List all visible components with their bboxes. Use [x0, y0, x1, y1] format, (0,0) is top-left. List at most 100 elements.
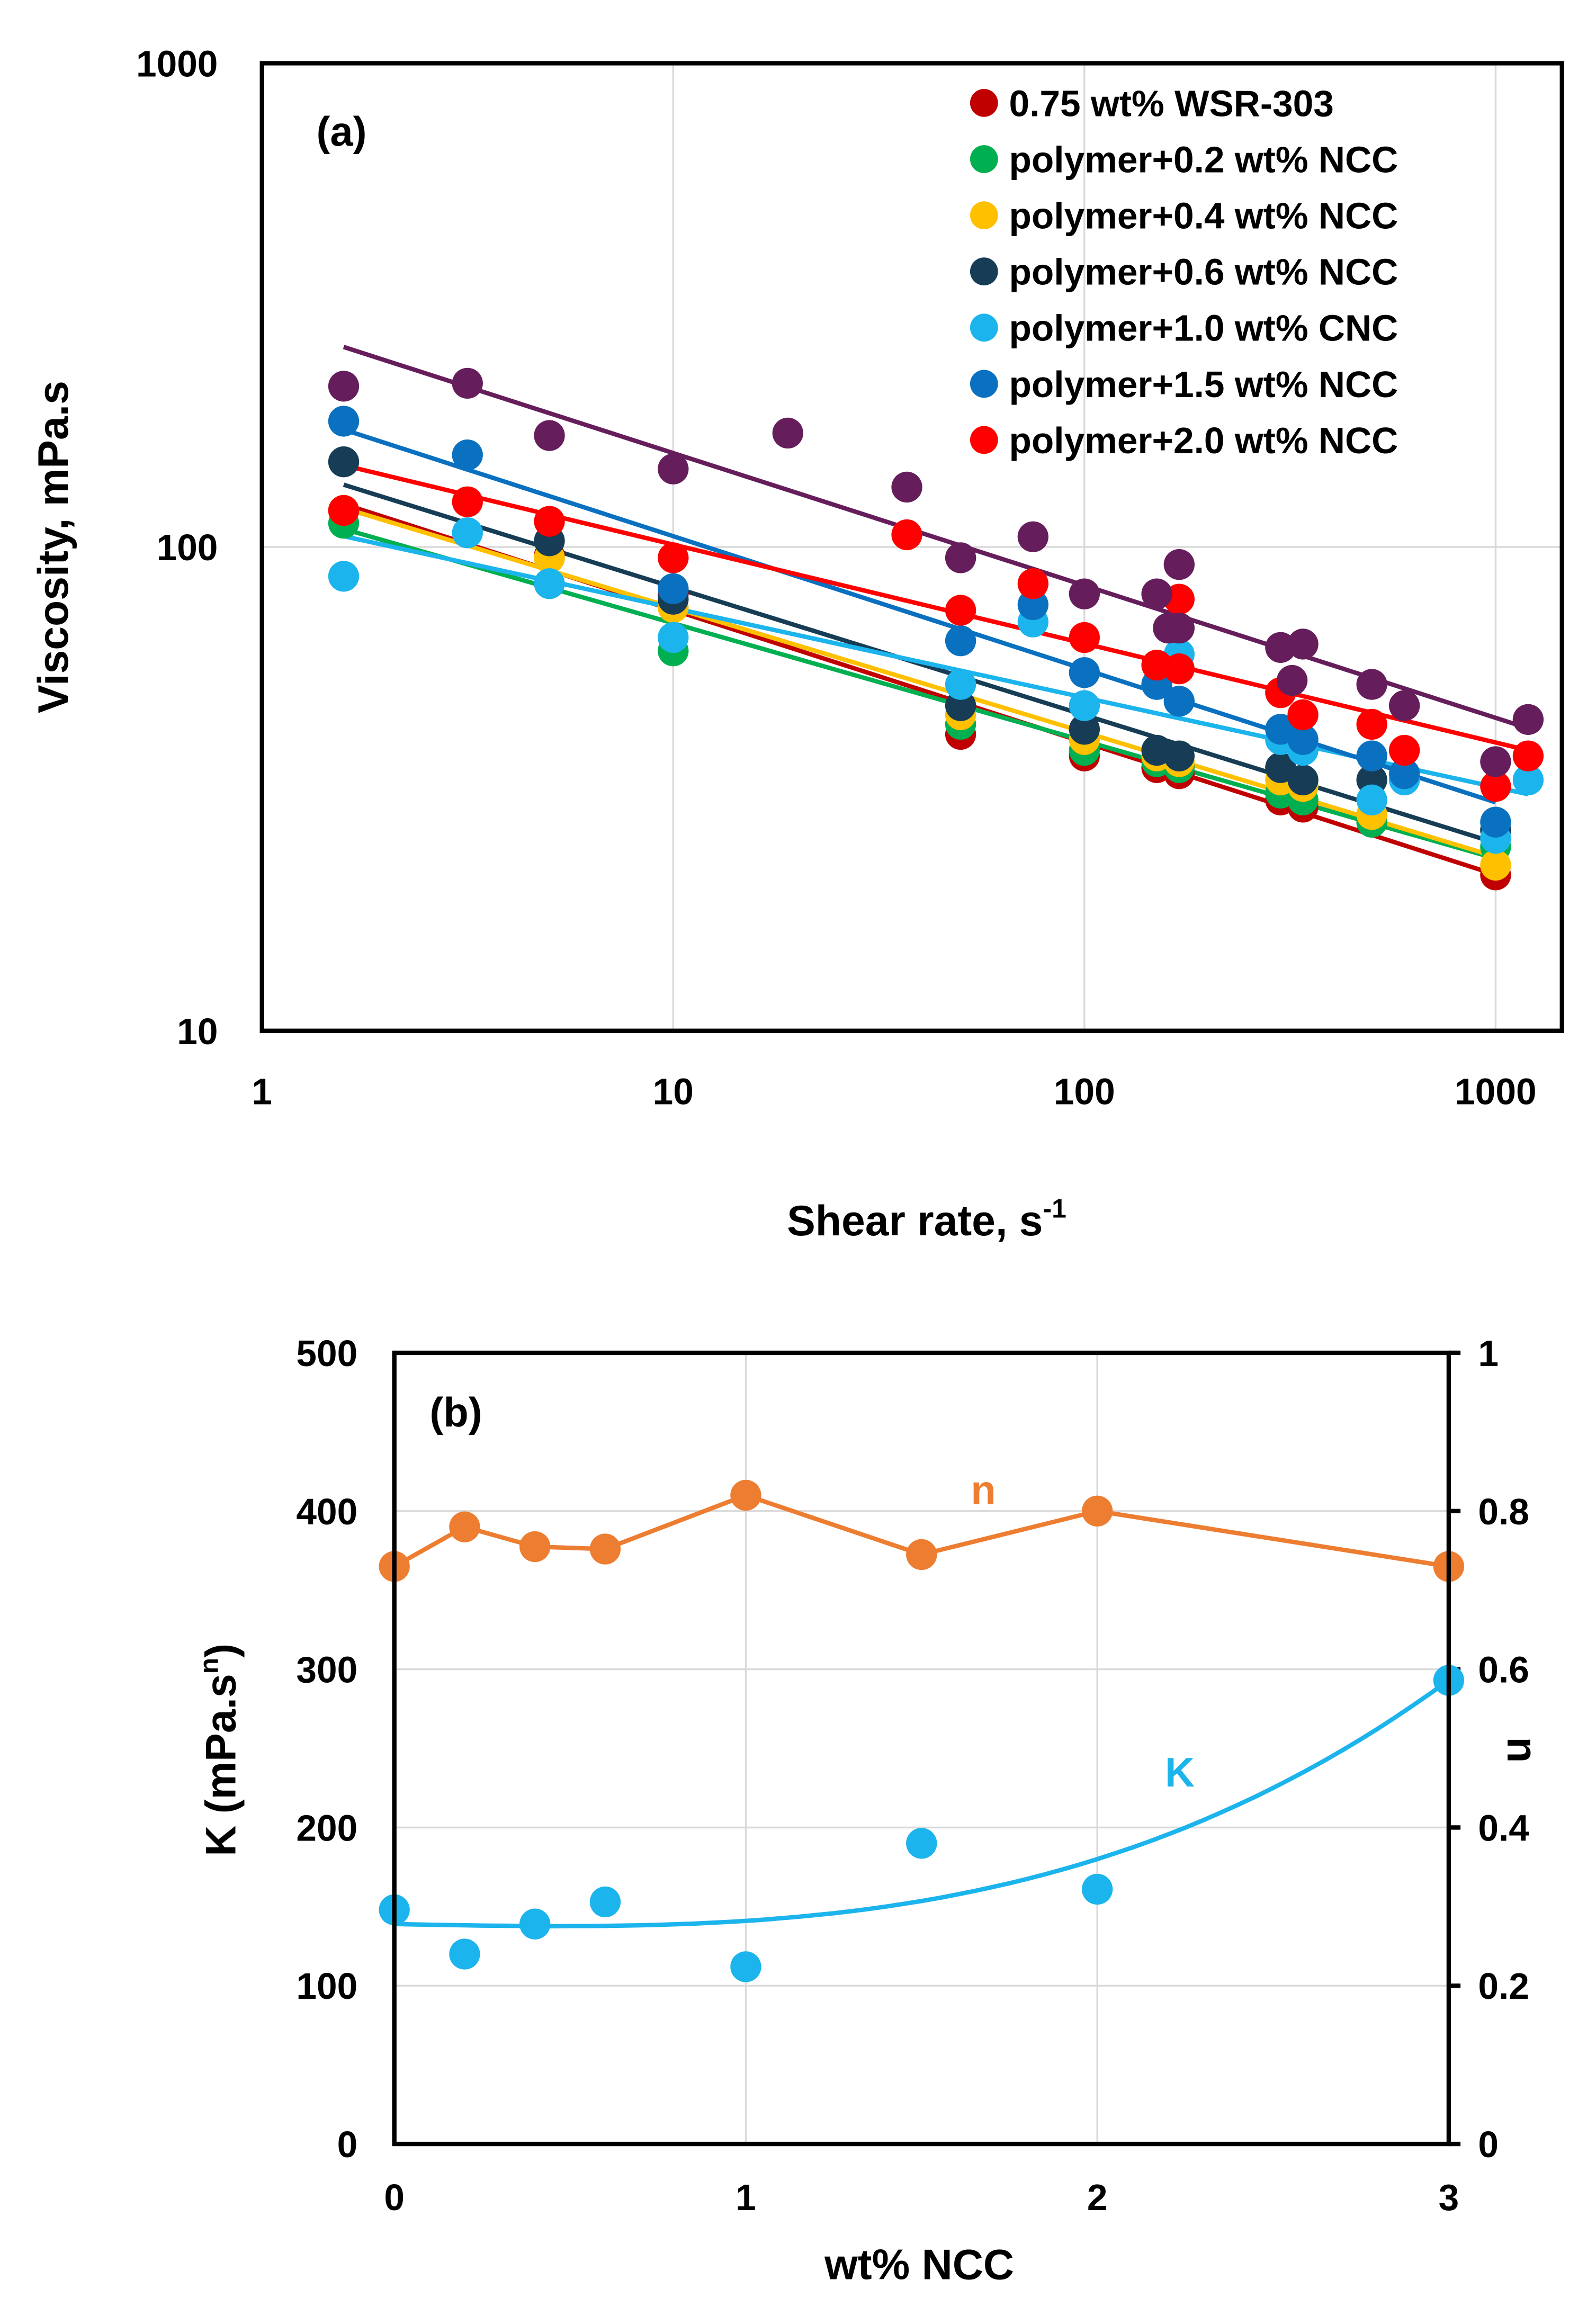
legend-marker [970, 257, 998, 286]
data-point-series-5 [658, 573, 689, 605]
data-point-series-3 [1287, 764, 1319, 796]
y-tick-label: 100 [157, 527, 218, 568]
y-tick-label: 1000 [136, 43, 218, 84]
data-point-series-5 [1356, 740, 1387, 771]
data-point-series-6 [534, 506, 565, 537]
trendline-series-1 [343, 526, 1496, 861]
legend-marker [970, 201, 998, 229]
data-point-series-7 [452, 367, 483, 399]
data-point-series-6 [328, 495, 360, 526]
n-data-point [730, 1479, 761, 1511]
k-data-point [589, 1886, 621, 1918]
x-tick-label: 0 [384, 2177, 405, 2218]
data-point-series-5 [1480, 806, 1511, 838]
n-data-point [519, 1531, 551, 1563]
data-point-series-5 [1069, 657, 1100, 688]
data-point-series-3 [945, 690, 976, 721]
x-tick-label: 2 [1087, 2177, 1108, 2218]
data-point-series-4 [1356, 784, 1387, 816]
panel-b-plot-frame [392, 1350, 1451, 2147]
data-point-series-3 [1069, 714, 1100, 745]
data-point-series-7 [891, 471, 922, 503]
data-point-series-4 [534, 568, 565, 599]
panel-b-left-y-axis-label: K (mPa.sn) [194, 1644, 245, 1856]
legend-marker [970, 313, 998, 342]
data-point-series-6 [1287, 699, 1319, 731]
right-y-tick-label: 1 [1478, 1333, 1499, 1374]
panel-b-x-axis-label: wt% NCC [824, 2241, 1014, 2289]
legend-marker [970, 89, 998, 117]
panel-a-y-axis-label: Viscosity, mPa.s [30, 381, 77, 713]
right-y-tick-label: 0.6 [1478, 1649, 1529, 1691]
panel-a-plot-frame [259, 61, 1564, 1033]
x-tick-label: 1 [252, 1071, 272, 1112]
left-y-tick-label: 300 [296, 1649, 357, 1691]
data-point-series-5 [1163, 686, 1195, 717]
data-point-series-7 [1163, 549, 1195, 580]
legend-entry: 0.75 wt% WSR-303 [1009, 83, 1334, 124]
panel-a-chart: (a) 1 10 100 1000 10 100 1000 0.75 wt% WSR-30… [30, 43, 1564, 1245]
data-point-series-4 [945, 669, 976, 700]
legend-entry: polymer+0.4 wt% NCC [1009, 195, 1398, 237]
n-data-point [906, 1539, 937, 1570]
panel-b-marks [379, 1479, 1465, 1982]
x-tick-label: 1000 [1455, 1071, 1536, 1112]
data-point-series-7 [1512, 704, 1544, 735]
data-point-series-7 [1388, 690, 1420, 721]
data-point-series-7 [1480, 746, 1511, 777]
legend-entry: polymer+1.0 wt% CNC [1009, 308, 1398, 349]
k-data-point [449, 1938, 480, 1970]
data-point-series-5 [1287, 724, 1319, 755]
data-point-series-6 [891, 519, 922, 551]
data-point-series-7 [658, 453, 689, 484]
x-tick-label: 1 [736, 2177, 756, 2218]
data-point-series-7 [772, 417, 803, 449]
panel-a-label: (a) [316, 109, 366, 155]
right-y-tick-label: 0 [1478, 2124, 1499, 2165]
data-point-series-6 [1512, 740, 1544, 771]
left-y-tick-label: 500 [296, 1333, 357, 1374]
data-point-series-6 [658, 542, 689, 573]
data-point-series-5 [945, 625, 976, 657]
data-point-series-4 [328, 561, 360, 592]
panel-a-y-tick-labels: 10 100 1000 [136, 43, 218, 1052]
x-tick-label: 3 [1439, 2177, 1459, 2218]
panel-a-x-axis-label: Shear rate, s-1 [787, 1193, 1066, 1244]
left-y-tick-label: 400 [296, 1491, 357, 1532]
data-point-series-5 [1388, 758, 1420, 789]
panel-a-legend: 0.75 wt% WSR-303 polymer+0.2 wt% NCC polym… [970, 83, 1398, 461]
k-data-point [1081, 1873, 1113, 1905]
x-tick-label: 10 [653, 1071, 694, 1112]
k-trendline [394, 1678, 1450, 1928]
series-label-k: K [1165, 1750, 1195, 1796]
panel-b-left-y-label-text: K (mPa.s [198, 1674, 245, 1856]
data-point-series-7 [945, 542, 976, 573]
data-point-series-7 [1069, 578, 1100, 609]
series-label-n: n [971, 1468, 996, 1513]
left-y-tick-label: 200 [296, 1807, 357, 1848]
data-point-series-7 [534, 420, 565, 451]
data-point-series-6 [1069, 622, 1100, 653]
panel-b-label: (b) [429, 1390, 482, 1435]
trendline-series-2 [343, 506, 1496, 859]
data-point-series-6 [945, 595, 976, 626]
data-point-series-7 [1163, 612, 1195, 644]
data-point-series-4 [1069, 690, 1100, 721]
x-tick-label: 100 [1054, 1071, 1115, 1112]
right-y-tick-label: 0.8 [1478, 1491, 1529, 1532]
panel-b-right-y-axis-label: n [1498, 1737, 1546, 1763]
k-data-point [730, 1951, 761, 1982]
k-data-point [519, 1908, 551, 1940]
legend-entry: polymer+2.0 wt% NCC [1009, 420, 1398, 461]
panel-a-x-tick-labels: 1 10 100 1000 [252, 1071, 1536, 1112]
left-y-tick-label: 0 [337, 2124, 358, 2165]
legend-entry: polymer+1.5 wt% NCC [1009, 364, 1398, 405]
panel-a-x-axis-label-text: Shear rate, s [787, 1197, 1043, 1245]
data-point-series-7 [1141, 578, 1172, 609]
panel-a-x-axis-label-superscript: -1 [1043, 1193, 1066, 1223]
data-point-series-3 [328, 446, 360, 478]
right-y-tick-label: 0.2 [1478, 1965, 1529, 2007]
